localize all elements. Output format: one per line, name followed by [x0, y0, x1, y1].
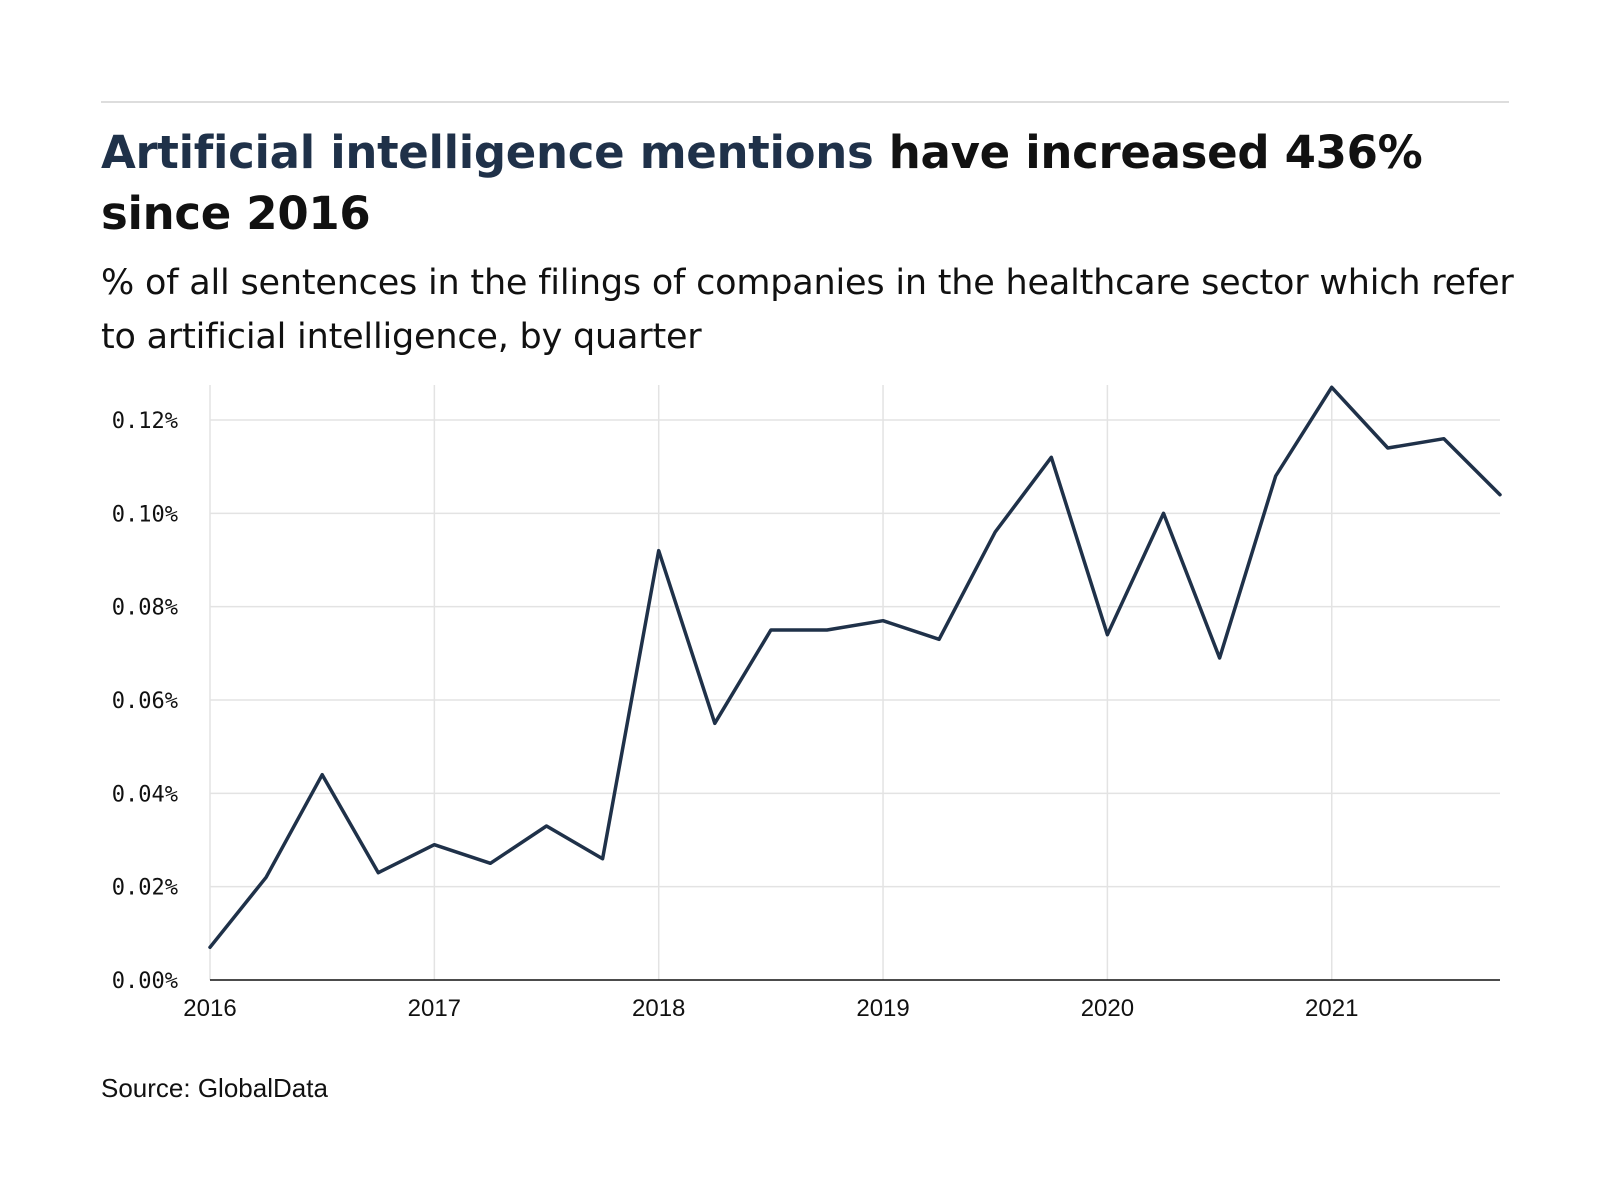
- data-point: [489, 862, 492, 865]
- chart-title: Artificial intelligence mentions have in…: [101, 122, 1501, 244]
- data-point: [1442, 437, 1445, 440]
- x-tick-label: 2020: [1081, 995, 1134, 1022]
- data-point: [545, 825, 548, 828]
- series-layer: [208, 385, 1502, 950]
- data-point: [1162, 512, 1165, 515]
- data-point: [769, 629, 772, 632]
- data-point: [713, 722, 716, 725]
- data-point: [321, 773, 324, 776]
- data-point: [1499, 493, 1502, 496]
- data-point: [882, 619, 885, 622]
- data-point: [1274, 475, 1277, 478]
- data-point: [657, 549, 660, 552]
- top-divider: [101, 101, 1509, 103]
- data-point: [1218, 657, 1221, 660]
- data-point: [825, 629, 828, 632]
- x-tick-label: 2021: [1305, 995, 1358, 1022]
- data-point: [377, 871, 380, 874]
- source-note: Source: GlobalData: [101, 1073, 328, 1103]
- title-rest: have increased 436% since 2016: [101, 126, 1423, 240]
- y-tick-label: 0.02%: [112, 876, 178, 901]
- x-tick-label: 2019: [856, 995, 909, 1022]
- data-point: [433, 843, 436, 846]
- y-tick-label: 0.00%: [112, 969, 178, 994]
- y-tick-label: 0.12%: [112, 409, 178, 434]
- grid-layer: [209, 385, 1500, 980]
- data-point: [1386, 447, 1389, 450]
- y-tick-label: 0.04%: [112, 782, 178, 807]
- data-point: [1106, 633, 1109, 636]
- data-point: [209, 946, 212, 949]
- x-tick-label: 2017: [408, 995, 461, 1022]
- y-tick-label: 0.06%: [112, 689, 178, 714]
- y-tick-label: 0.08%: [112, 596, 178, 621]
- chart-subtitle: % of all sentences in the filings of com…: [101, 263, 1514, 357]
- title-highlight: Artificial intelligence mentions: [101, 126, 874, 179]
- data-point: [938, 638, 941, 641]
- data-point: [1050, 456, 1053, 459]
- series-line: [208, 385, 1502, 950]
- data-point: [265, 876, 268, 879]
- tick-label-layer: 0.00% 0.02% 0.04% 0.06% 0.08% 0.10% 0.12% 2016 2…: [112, 409, 1359, 1022]
- x-tick-label: 2018: [632, 995, 685, 1022]
- data-point: [601, 857, 604, 860]
- y-tick-label: 0.10%: [112, 502, 178, 527]
- data-point: [994, 531, 997, 534]
- x-tick-label: 2016: [183, 995, 236, 1022]
- data-point: [1330, 386, 1333, 389]
